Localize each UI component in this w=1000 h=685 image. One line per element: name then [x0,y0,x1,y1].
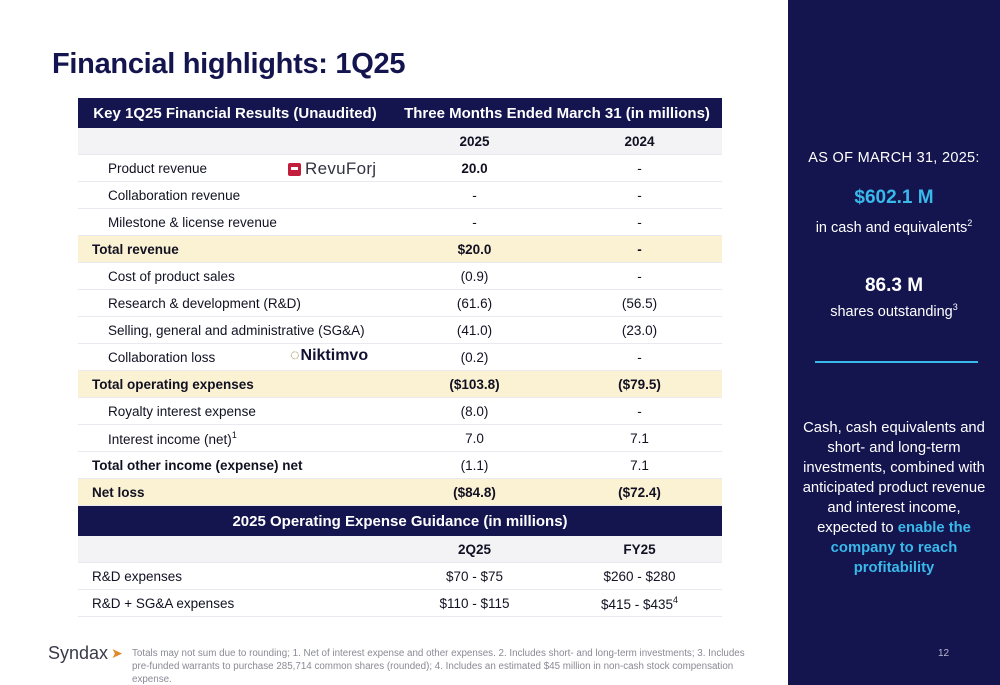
results-header-right: Three Months Ended March 31 (in millions… [404,104,710,122]
page-number: 12 [938,648,950,659]
year-2025: 2025 [459,133,490,149]
revuforj-mark-icon [288,162,301,176]
value-2025: - [472,214,477,230]
value-2025: (41.0) [456,322,493,338]
niktimvo-logo: ◌ Niktimvo [290,347,369,364]
row-label: Interest income (net)1 [108,429,237,447]
value-2q25: $70 - $75 [445,568,504,584]
page-title: Financial highlights: 1Q25 [52,48,406,80]
period-fy25: FY25 [623,541,656,557]
value-2025: 20.0 [461,160,488,176]
value-2024: ($79.5) [618,376,661,392]
results-header-left: Key 1Q25 Financial Results (Unaudited) [93,104,377,122]
profitability-highlight: enable the company to reach profitabilit… [830,520,971,576]
table-row: R&D expenses $70 - $75 $260 - $280 [78,563,722,590]
row-label: Collaboration loss [108,349,216,365]
row-label: Cost of product sales [108,268,235,284]
row-label: Selling, general and administrative (SG&… [108,322,365,338]
value-2024: - [637,214,642,230]
guidance-header: 2025 Operating Expense Guidance (in mill… [78,506,722,536]
cash-label: in cash and equivalents2 [815,218,973,236]
table-row: Collaboration loss (0.2) - ◌ Niktimvo [78,344,722,371]
value-2025: (61.6) [456,295,493,311]
value-2025: $20.0 [457,241,492,257]
year-header-row: 2025 2024 [78,128,722,155]
results-table-header: Key 1Q25 Financial Results (Unaudited) T… [78,98,722,128]
value-2025: (0.2) [460,349,489,365]
value-2025: 7.0 [465,430,484,446]
value-fy25: $415 - $4354 [600,594,679,612]
syndax-arrow-icon: ➤ [111,645,123,661]
row-label: Product revenue [108,160,208,176]
table-row: Interest income (net)1 7.0 7.1 [78,425,722,452]
value-2024: - [637,187,642,203]
total-revenue-row: Total revenue $20.0 - [78,236,722,263]
value-2024: - [637,349,642,365]
value-2024: (23.0) [621,322,658,338]
row-label: Total other income (expense) net [92,457,303,473]
table-row: Milestone & license revenue - - [78,209,722,236]
value-2025: (0.9) [460,268,489,284]
revuforj-logo: RevuForj [288,159,376,179]
total-operating-expenses-row: Total operating expenses ($103.8) ($79.5… [78,371,722,398]
value-2025: ($103.8) [449,376,500,392]
footnote-ref: 4 [673,594,679,605]
row-label: Royalty interest expense [108,403,256,419]
row-label: R&D expenses [92,568,183,584]
table-row: Selling, general and administrative (SG&… [78,317,722,344]
financial-results-table: Key 1Q25 Financial Results (Unaudited) T… [78,98,722,506]
shares-label: shares outstanding3 [830,302,958,320]
value-2q25: $110 - $115 [439,595,510,611]
value-2024: ($72.4) [618,484,661,500]
guidance-period-row: 2Q25 FY25 [78,536,722,563]
net-loss-row: Net loss ($84.8) ($72.4) [78,479,722,506]
table-row: Cost of product sales (0.9) - [78,263,722,290]
value-2024: - [637,403,642,419]
period-2q25: 2Q25 [457,541,492,557]
value-2024: - [637,268,642,284]
row-label: Total operating expenses [92,376,254,392]
shares-value: 86.3 M [864,275,924,296]
value-2024: 7.1 [630,430,649,446]
total-other-income-row: Total other income (expense) net (1.1) 7… [78,452,722,479]
profitability-statement: Cash, cash equivalents and short- and lo… [802,420,986,576]
as-of-date: AS OF MARCH 31, 2025: [808,150,980,166]
value-2025: (8.0) [460,403,489,419]
row-label: Collaboration revenue [108,187,241,203]
row-label: Total revenue [92,241,179,257]
table-row: Royalty interest expense (8.0) - [78,398,722,425]
row-label: Milestone & license revenue [108,214,277,230]
value-2024: - [637,160,642,176]
value-fy25: $260 - $280 [603,568,676,584]
value-2024: (56.5) [621,295,658,311]
table-row: Collaboration revenue - - [78,182,722,209]
value-2025: (1.1) [460,457,489,473]
value-2024: - [637,241,642,257]
niktimvo-mark-icon: ◌ [290,347,300,364]
value-2024: 7.1 [630,457,649,473]
syndax-logo: Syndax ➤ [48,643,123,663]
footnote-ref: 1 [231,429,237,440]
row-label: Research & development (R&D) [108,295,301,311]
value-2025: - [472,187,477,203]
table-row: Research & development (R&D) (61.6) (56.… [78,290,722,317]
cash-value: $602.1 M [854,187,934,208]
divider [815,361,978,363]
year-2024: 2024 [624,133,655,149]
row-label: R&D + SG&A expenses [92,595,235,611]
sidebar-panel: AS OF MARCH 31, 2025: $602.1 M in cash a… [788,0,1000,685]
footnote-text: Totals may not sum due to rounding; 1. N… [132,648,745,685]
guidance-table: 2025 Operating Expense Guidance (in mill… [78,506,722,617]
row-label: Net loss [92,484,145,500]
value-2025: ($84.8) [453,484,496,500]
table-row: R&D + SG&A expenses $110 - $115 $415 - $… [78,590,722,617]
table-row: Product revenue 20.0 - RevuForj [78,155,722,182]
